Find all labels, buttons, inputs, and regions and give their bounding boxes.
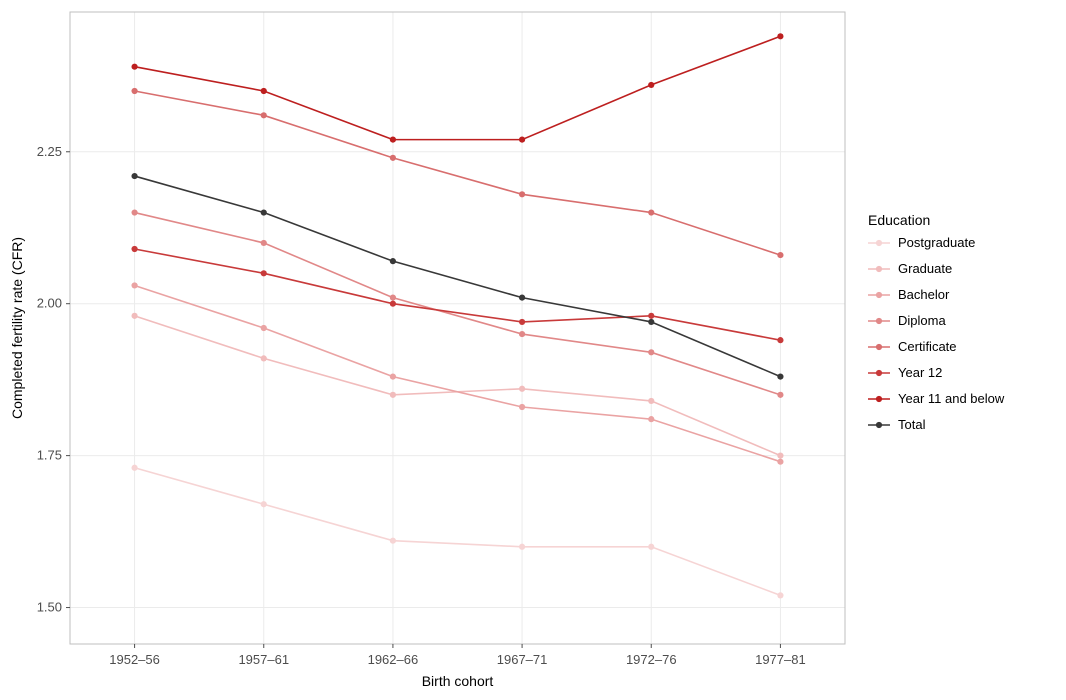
x-axis-title: Birth cohort [422,673,494,689]
plot-panel [70,12,845,644]
series-point [519,319,525,325]
series-point [519,404,525,410]
series-point [131,209,137,215]
series-point [261,240,267,246]
legend-swatch-point [876,396,882,402]
series-point [131,246,137,252]
series-point [390,137,396,143]
series-point [131,465,137,471]
series-point [648,313,654,319]
x-tick-label: 1957–61 [238,652,289,667]
x-tick-label: 1962–66 [368,652,419,667]
series-point [131,313,137,319]
legend-swatch-point [876,318,882,324]
series-point [261,270,267,276]
series-point [519,544,525,550]
series-point [261,112,267,118]
series-point [777,459,783,465]
series-point [648,209,654,215]
fertility-line-chart: 1.50 1.75 2.00 2.25 1952–56 1957–61 1962–66 196… [0,0,1066,700]
legend-label: Year 12 [898,365,942,380]
series-point [261,209,267,215]
series-point [777,33,783,39]
series-point [777,252,783,258]
series-point [390,374,396,380]
legend-title: Education [868,212,930,228]
series-point [390,155,396,161]
series-point [519,331,525,337]
series-point [390,258,396,264]
series-point [261,325,267,331]
series-point [390,538,396,544]
series-point [131,64,137,70]
series-point [777,392,783,398]
legend-label: Total [898,417,926,432]
y-tick-label: 1.75 [37,448,62,463]
legend-swatch-point [876,266,882,272]
series-point [261,88,267,94]
y-axis-title: Completed fertility rate (CFR) [9,237,25,419]
legend-swatch-point [876,422,882,428]
legend-label: Graduate [898,261,952,276]
x-tick-label: 1952–56 [109,652,160,667]
chart-svg: 1.50 1.75 2.00 2.25 1952–56 1957–61 1962–66 196… [0,0,1066,700]
series-point [131,88,137,94]
series-point [519,295,525,301]
x-tick-label: 1967–71 [497,652,548,667]
series-point [519,386,525,392]
series-point [390,392,396,398]
series-point [648,544,654,550]
series-point [390,301,396,307]
series-point [777,592,783,598]
series-point [648,398,654,404]
legend-swatch-point [876,240,882,246]
series-point [777,374,783,380]
legend-label: Bachelor [898,287,950,302]
series-point [648,349,654,355]
legend-swatch-point [876,344,882,350]
y-tick-label: 1.50 [37,600,62,615]
series-point [777,453,783,459]
legend-label: Year 11 and below [898,391,1005,406]
series-point [648,82,654,88]
series-point [131,173,137,179]
x-tick-label: 1977–81 [755,652,806,667]
series-point [519,191,525,197]
series-point [648,416,654,422]
legend-label: Certificate [898,339,957,354]
series-point [519,137,525,143]
legend-label: Diploma [898,313,946,328]
series-point [390,295,396,301]
series-point [648,319,654,325]
series-point [261,501,267,507]
legend-swatch-point [876,370,882,376]
legend-label: Postgraduate [898,235,975,250]
y-tick-label: 2.25 [37,144,62,159]
y-tick-label: 2.00 [37,296,62,311]
series-point [261,355,267,361]
series-point [777,337,783,343]
x-tick-label: 1972–76 [626,652,677,667]
series-point [131,282,137,288]
legend-swatch-point [876,292,882,298]
